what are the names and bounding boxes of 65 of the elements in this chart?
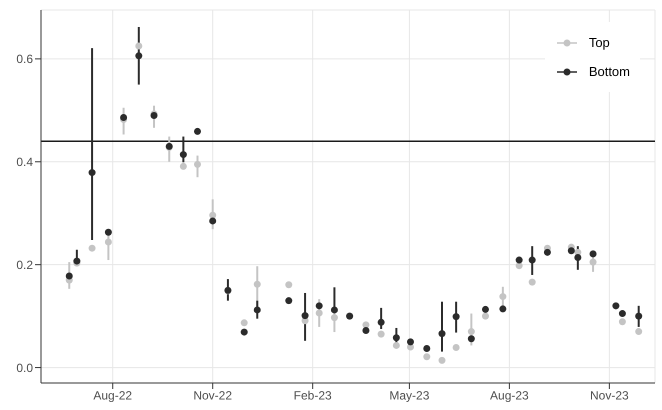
legend-label: Top — [588, 35, 610, 50]
point — [452, 313, 460, 320]
point — [635, 328, 642, 336]
point — [568, 247, 575, 254]
point — [618, 310, 626, 318]
point — [330, 314, 338, 322]
point — [499, 293, 506, 300]
point — [135, 42, 142, 50]
point — [378, 330, 385, 338]
point — [180, 151, 187, 158]
point — [362, 327, 370, 334]
y-tick-label: 0.4 — [16, 155, 34, 170]
point — [574, 254, 582, 261]
point — [104, 238, 112, 246]
point — [316, 302, 323, 310]
point — [240, 319, 248, 326]
point — [468, 328, 475, 336]
point — [254, 306, 261, 314]
point — [406, 338, 414, 346]
point — [88, 244, 96, 252]
point — [635, 312, 642, 320]
x-tick-label: Aug-22 — [93, 388, 132, 403]
y-tick-label: 0.2 — [16, 258, 34, 272]
point — [194, 160, 201, 168]
y-tick-label: 0.6 — [16, 52, 34, 66]
point — [378, 318, 385, 326]
point — [135, 52, 142, 60]
point — [285, 281, 292, 288]
x-tick-label: Feb-23 — [294, 388, 332, 403]
point — [423, 353, 430, 360]
x-tick-label: Nov-22 — [193, 388, 232, 403]
point — [452, 344, 460, 351]
point — [438, 330, 446, 338]
x-tick-label: May-23 — [389, 388, 430, 403]
point — [528, 256, 536, 264]
point — [468, 335, 475, 342]
point — [66, 272, 73, 280]
point — [438, 356, 446, 364]
point — [618, 318, 626, 326]
point — [423, 345, 430, 352]
point — [209, 217, 216, 224]
point — [254, 280, 261, 288]
point — [590, 250, 597, 258]
point — [544, 248, 551, 256]
point — [392, 342, 400, 349]
legend-label: Bottom — [588, 64, 630, 79]
point — [316, 310, 323, 317]
point — [194, 128, 201, 135]
x-tick-label: Nov-23 — [590, 388, 630, 403]
point — [104, 228, 112, 236]
point — [528, 278, 536, 286]
point — [590, 258, 597, 266]
point — [240, 328, 248, 336]
point — [499, 305, 506, 312]
point — [88, 169, 96, 176]
point — [482, 312, 489, 320]
point — [516, 256, 523, 264]
point — [330, 306, 338, 314]
x-tick-label: Aug-23 — [490, 388, 530, 403]
point — [392, 334, 400, 342]
point — [180, 162, 187, 170]
y-tick-label: 0.0 — [16, 360, 34, 375]
point — [302, 312, 309, 320]
point — [285, 297, 292, 304]
point — [482, 306, 489, 313]
